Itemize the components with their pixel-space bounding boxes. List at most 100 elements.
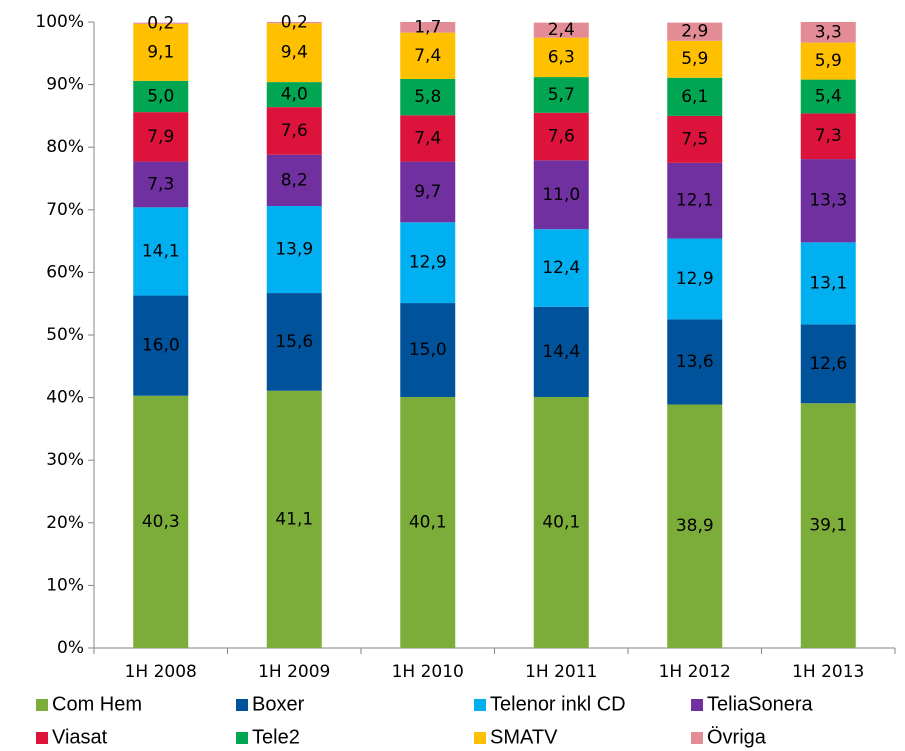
value-label: 2,4 [548,20,575,40]
y-tick-label: 40% [46,388,84,408]
legend-label: Boxer [252,693,305,715]
value-label: 5,9 [681,49,708,69]
legend-swatch [236,699,248,711]
bar-segment [133,395,189,648]
bar-segment [266,22,322,24]
legend-label: Telenor inkl CD [490,693,626,715]
value-label: 7,6 [281,121,308,141]
value-label: 7,3 [147,174,174,194]
value-label: 12,1 [676,191,714,211]
y-tick-label: 30% [46,450,84,470]
bar-segment [667,40,723,78]
y-tick-label: 0% [57,638,84,658]
bar-segment [667,238,723,320]
value-label: 15,0 [409,340,447,360]
value-label: 7,9 [147,127,174,147]
value-label: 6,1 [681,87,708,107]
bar-segment [266,390,322,648]
legend-swatch [691,699,703,711]
value-label: 5,0 [147,86,174,106]
bar-segment [133,80,189,113]
value-label: 12,6 [809,354,847,374]
bar-segment [667,22,723,41]
value-label: 16,0 [142,336,180,356]
legend-swatch [691,732,703,744]
value-label: 12,9 [409,253,447,273]
bar-segment [533,160,589,230]
legend-swatch [36,732,48,744]
bar-segment [400,32,456,79]
bar-segment [266,293,322,391]
value-label: 4,0 [281,85,308,105]
bar-segment [533,37,589,78]
value-label: 7,4 [414,128,441,148]
bar-segment [533,112,589,161]
value-label: 5,9 [815,51,842,71]
value-label: 14,4 [542,342,580,362]
y-tick-label: 60% [46,262,84,282]
legend-label: Tele2 [252,726,300,748]
value-label: 15,6 [275,332,313,352]
legend-swatch [36,699,48,711]
bar-segment [266,107,322,155]
legend-swatch [474,732,486,744]
value-label: 41,1 [275,509,313,529]
bar-segment [667,319,723,405]
bar-segment [266,23,322,83]
y-tick-label: 90% [46,75,84,95]
bar-segment [133,295,189,396]
bar-segment [533,229,589,307]
legend-swatch [236,732,248,744]
y-tick-label: 100% [35,12,84,32]
bar-segment [533,396,589,648]
value-label: 13,1 [809,273,847,293]
value-label: 2,9 [681,22,708,42]
bar-segment [133,23,189,81]
x-tick-label: 1H 2013 [792,662,864,682]
y-tick-label: 70% [46,200,84,220]
bar-segment [533,22,589,38]
bar-segment [400,222,456,304]
bar-segment [800,159,856,243]
bar-segment [266,154,322,207]
bar-segment [667,77,723,116]
value-label: 13,9 [275,240,313,260]
bar-segment [133,112,189,162]
bar-segment [266,82,322,108]
legend-label: TeliaSonera [707,693,814,715]
bar-segment [533,306,589,397]
value-label: 9,4 [281,43,308,63]
value-label: 13,3 [809,191,847,211]
y-tick-label: 10% [46,575,84,595]
value-label: 12,9 [676,269,714,289]
value-label: 39,1 [809,516,847,536]
x-tick-label: 1H 2011 [525,662,597,682]
value-label: 8,2 [281,170,308,190]
legend-swatch [474,699,486,711]
bar-segment [667,404,723,648]
value-label: 7,4 [414,46,441,66]
bar-segment [133,22,189,24]
bar-segment [800,22,856,43]
bar-segment [800,113,856,160]
bar-segment [400,161,456,223]
value-label: 9,7 [414,182,441,202]
value-label: 1,7 [414,17,441,37]
value-label: 11,0 [542,185,580,205]
bar-segment [800,324,856,404]
value-label: 0,2 [281,13,308,33]
bar-segment [800,242,856,325]
bar-segment [800,42,856,80]
x-tick-label: 1H 2012 [659,662,731,682]
bar-segment [667,162,723,239]
value-label: 13,6 [676,352,714,372]
value-label: 9,1 [147,42,174,62]
legend-label: SMATV [490,726,558,748]
value-label: 40,1 [409,512,447,532]
x-tick-label: 1H 2010 [392,662,464,682]
x-tick-label: 1H 2008 [125,662,197,682]
x-tick-label: 1H 2009 [258,662,330,682]
value-label: 6,3 [548,47,575,67]
y-tick-label: 80% [46,137,84,157]
